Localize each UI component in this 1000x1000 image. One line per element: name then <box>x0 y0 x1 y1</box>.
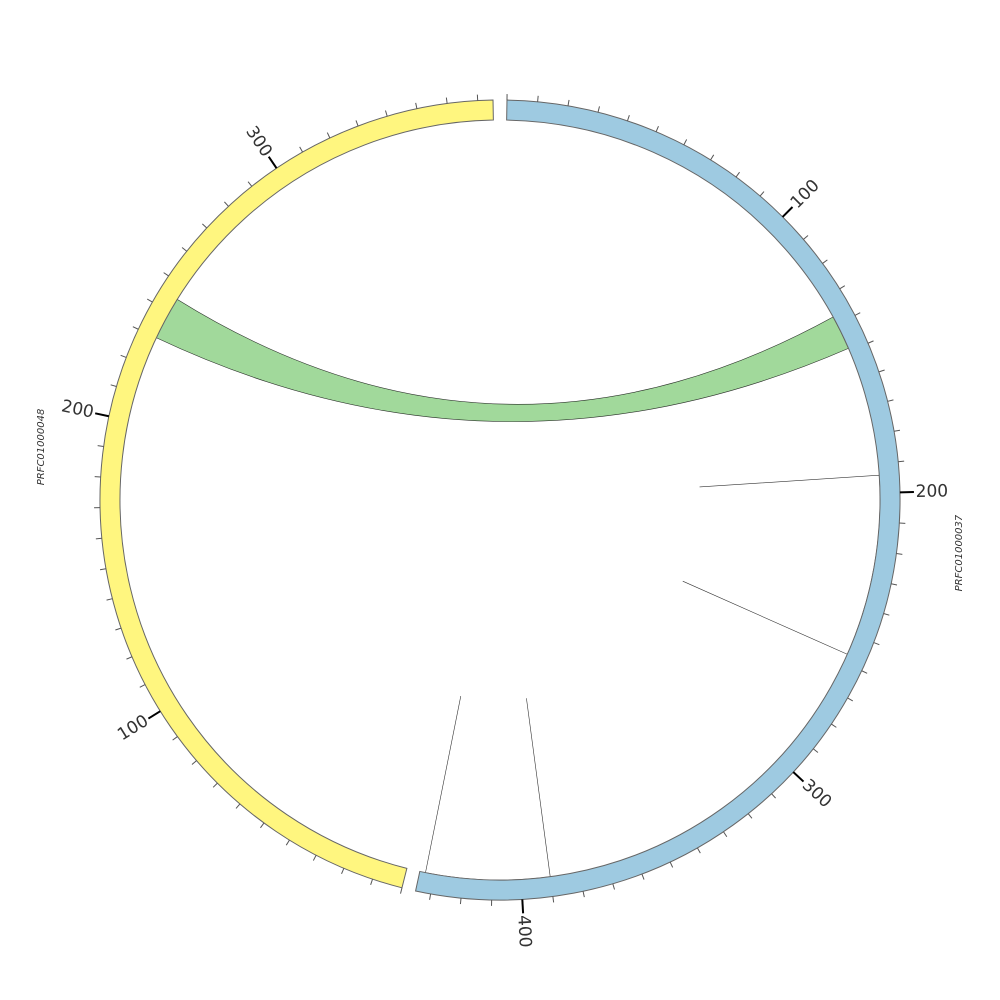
minor-tick <box>861 670 868 674</box>
minor-tick <box>887 399 894 402</box>
minor-tick <box>771 793 776 799</box>
minor-tick <box>235 803 241 809</box>
minor-tick <box>106 598 113 601</box>
minor-tick <box>683 139 688 146</box>
minor-tick <box>567 99 570 106</box>
minor-tick <box>669 861 674 868</box>
link <box>425 696 551 881</box>
minor-tick <box>312 854 317 861</box>
minor-tick <box>224 201 229 207</box>
segment-label: PRFC01000048 <box>36 409 47 486</box>
minor-tick <box>370 878 374 885</box>
minor-tick <box>285 839 290 846</box>
minor-tick <box>415 102 418 109</box>
minor-tick <box>641 873 645 880</box>
minor-tick <box>172 736 178 741</box>
minor-tick <box>120 354 127 358</box>
minor-tick <box>898 460 905 463</box>
minor-tick <box>99 568 107 571</box>
minor-tick <box>110 384 117 387</box>
minor-tick <box>893 429 901 432</box>
minor-tick <box>891 583 898 586</box>
minor-tick <box>626 115 630 122</box>
minor-tick <box>710 154 715 161</box>
minor-tick <box>839 285 846 290</box>
minor-tick <box>873 642 880 646</box>
minor-tick <box>812 748 819 753</box>
minor-tick <box>163 272 169 277</box>
minor-tick <box>747 813 753 819</box>
minor-tick <box>181 247 188 252</box>
minor-tick <box>385 110 388 117</box>
tick-label: 200 <box>60 396 96 422</box>
minor-tick <box>655 126 659 132</box>
major-tick <box>94 412 110 418</box>
segment <box>414 99 901 901</box>
minor-tick <box>831 723 837 728</box>
minor-tick <box>355 120 359 127</box>
tick-label: 400 <box>513 915 535 949</box>
link <box>155 298 849 422</box>
minor-tick <box>95 537 102 540</box>
minor-tick <box>429 893 432 900</box>
minor-tick <box>459 898 462 905</box>
minor-tick <box>878 369 885 373</box>
minor-tick <box>260 822 265 829</box>
minor-tick <box>854 312 861 316</box>
minor-tick <box>537 95 539 102</box>
minor-tick <box>341 868 345 874</box>
tick-label: 100 <box>114 711 152 745</box>
minor-tick <box>883 613 890 616</box>
minor-tick <box>132 326 139 330</box>
minor-tick <box>867 340 874 344</box>
minor-tick <box>552 896 555 903</box>
minor-tick <box>202 223 208 229</box>
major-tick <box>147 710 161 720</box>
major-tick <box>521 899 525 914</box>
major-tick <box>267 156 278 169</box>
minor-tick <box>696 847 701 854</box>
minor-tick <box>247 181 253 187</box>
minor-tick <box>582 891 585 898</box>
minor-tick <box>723 831 728 838</box>
minor-tick <box>400 887 403 894</box>
minor-tick <box>822 259 828 264</box>
segment-label: PRFC01000037 <box>954 514 965 591</box>
minor-tick <box>896 553 903 555</box>
major-tick <box>792 771 805 783</box>
link <box>682 474 881 655</box>
segment <box>99 99 494 889</box>
minor-tick <box>759 191 765 197</box>
tick-label: 200 <box>916 481 949 502</box>
minor-tick <box>146 298 153 303</box>
minor-tick <box>326 132 331 139</box>
minor-tick <box>597 106 600 113</box>
minor-tick <box>126 656 133 660</box>
minor-tick <box>612 883 615 890</box>
minor-tick <box>212 782 218 788</box>
minor-tick <box>139 684 146 688</box>
minor-tick <box>803 235 809 240</box>
minor-tick <box>115 627 122 631</box>
minor-tick <box>445 97 448 104</box>
major-tick <box>781 206 794 218</box>
minor-tick <box>97 445 104 447</box>
minor-tick <box>191 760 197 765</box>
minor-tick <box>847 697 854 702</box>
tick-label: 300 <box>241 123 276 161</box>
minor-tick <box>735 171 740 178</box>
minor-tick <box>299 146 304 153</box>
